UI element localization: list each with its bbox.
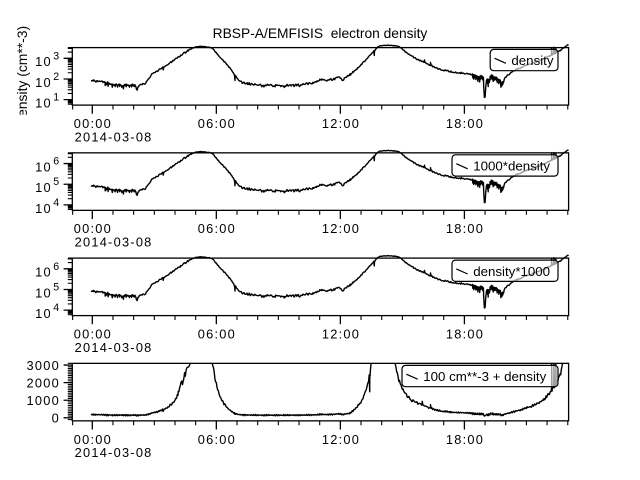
svg-text:06:00: 06:00 [198, 432, 236, 447]
svg-text:2000: 2000 [27, 375, 60, 390]
svg-text:4: 4 [53, 197, 60, 209]
svg-text:18:00: 18:00 [446, 221, 484, 236]
svg-text:6: 6 [53, 156, 60, 168]
svg-text:10: 10 [35, 285, 52, 300]
svg-text:6: 6 [53, 261, 60, 273]
svg-text:12:00: 12:00 [322, 432, 360, 447]
svg-text:3: 3 [53, 50, 60, 62]
svg-text:RBSP-A/EMFISIS electron densi: RBSP-A/EMFISIS electron density [213, 26, 428, 41]
svg-text:00:00: 00:00 [74, 116, 112, 131]
svg-text:00:00: 00:00 [74, 221, 112, 236]
svg-text:10: 10 [35, 159, 52, 174]
svg-text:4: 4 [53, 302, 60, 314]
svg-text:0: 0 [52, 411, 60, 426]
svg-text:5: 5 [53, 176, 60, 188]
svg-text:18:00: 18:00 [446, 432, 484, 447]
svg-text:12:00: 12:00 [322, 327, 360, 342]
svg-text:12:00: 12:00 [322, 221, 360, 236]
svg-text:1: 1 [53, 92, 60, 104]
svg-text:5: 5 [53, 282, 60, 294]
svg-text:10: 10 [35, 96, 52, 111]
svg-text:1000: 1000 [27, 393, 60, 408]
svg-text:10: 10 [35, 75, 52, 90]
svg-text:2014-03-08: 2014-03-08 [75, 235, 153, 250]
svg-text:10: 10 [35, 54, 52, 69]
svg-text:10: 10 [35, 265, 52, 280]
svg-text:10: 10 [35, 306, 52, 321]
svg-text:10: 10 [35, 201, 52, 216]
svg-text:2014-03-08: 2014-03-08 [75, 129, 153, 144]
svg-text:density: density [511, 53, 553, 68]
svg-text:100 cm**-3 + density: 100 cm**-3 + density [423, 369, 546, 384]
svg-text:1000*density: 1000*density [473, 159, 550, 174]
svg-text:12:00: 12:00 [322, 116, 360, 131]
svg-text:00:00: 00:00 [74, 432, 112, 447]
svg-text:00:00: 00:00 [74, 327, 112, 342]
svg-text:3000: 3000 [27, 358, 60, 373]
svg-text:06:00: 06:00 [198, 116, 236, 131]
svg-text:2014-03-08: 2014-03-08 [75, 445, 153, 460]
svg-text:density*1000: density*1000 [473, 264, 550, 279]
svg-text:18:00: 18:00 [446, 116, 484, 131]
svg-text:06:00: 06:00 [198, 327, 236, 342]
svg-text:06:00: 06:00 [198, 221, 236, 236]
svg-text:2: 2 [53, 71, 60, 83]
svg-text:Density (cm**-3): Density (cm**-3) [14, 26, 30, 127]
svg-text:18:00: 18:00 [446, 327, 484, 342]
svg-text:10: 10 [35, 180, 52, 195]
svg-text:2014-03-08: 2014-03-08 [75, 340, 153, 355]
